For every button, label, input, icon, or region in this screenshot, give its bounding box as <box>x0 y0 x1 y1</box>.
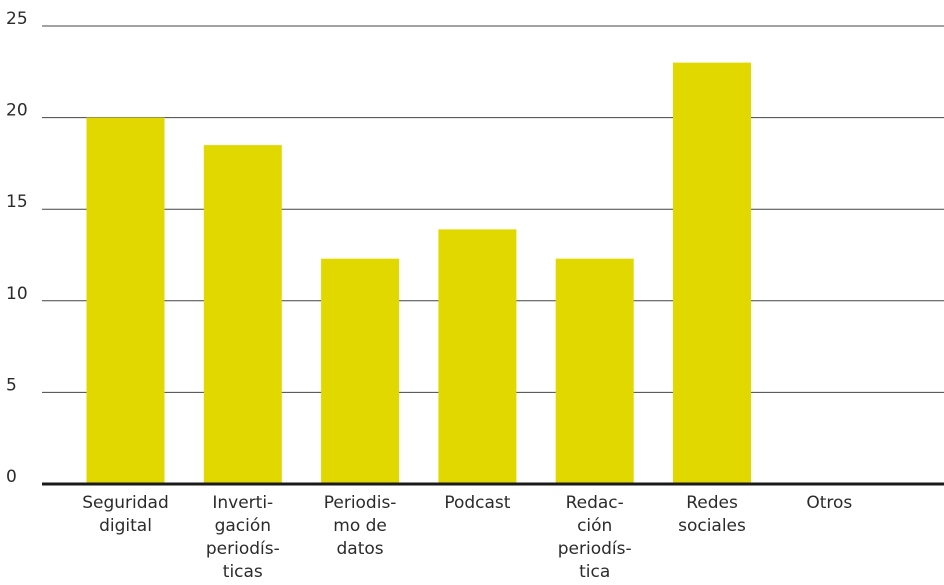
y-axis-ticks: 0 5 10 15 20 25 <box>6 9 28 487</box>
bar <box>203 145 282 484</box>
x-tick-label: Redes sociales <box>678 493 746 536</box>
gridlines <box>42 25 944 393</box>
x-tick-label: Otros <box>806 493 852 513</box>
y-tick-label: 25 <box>6 9 28 29</box>
x-tick-label: Redac-ción periodís-tica <box>558 493 632 582</box>
y-tick-label: 5 <box>6 375 17 395</box>
y-tick-label: 0 <box>6 467 17 487</box>
bar <box>555 258 634 484</box>
bar <box>86 117 165 484</box>
x-tick-label: Podcast <box>444 493 510 513</box>
x-tick-label: Inverti-gación periodís-ticas <box>206 493 280 582</box>
bar <box>673 62 751 484</box>
y-tick-label: 20 <box>6 101 28 121</box>
bars <box>86 62 751 484</box>
x-axis-labels: Seguridad digital Inverti-gación periodís-t… <box>82 493 852 582</box>
bar <box>438 229 517 484</box>
y-tick-label: 15 <box>6 192 28 212</box>
bar <box>321 258 400 484</box>
x-tick-label: Periodis-mo de datos <box>324 493 397 559</box>
y-tick-label: 10 <box>6 284 28 304</box>
x-tick-label: Seguridad digital <box>82 493 169 536</box>
